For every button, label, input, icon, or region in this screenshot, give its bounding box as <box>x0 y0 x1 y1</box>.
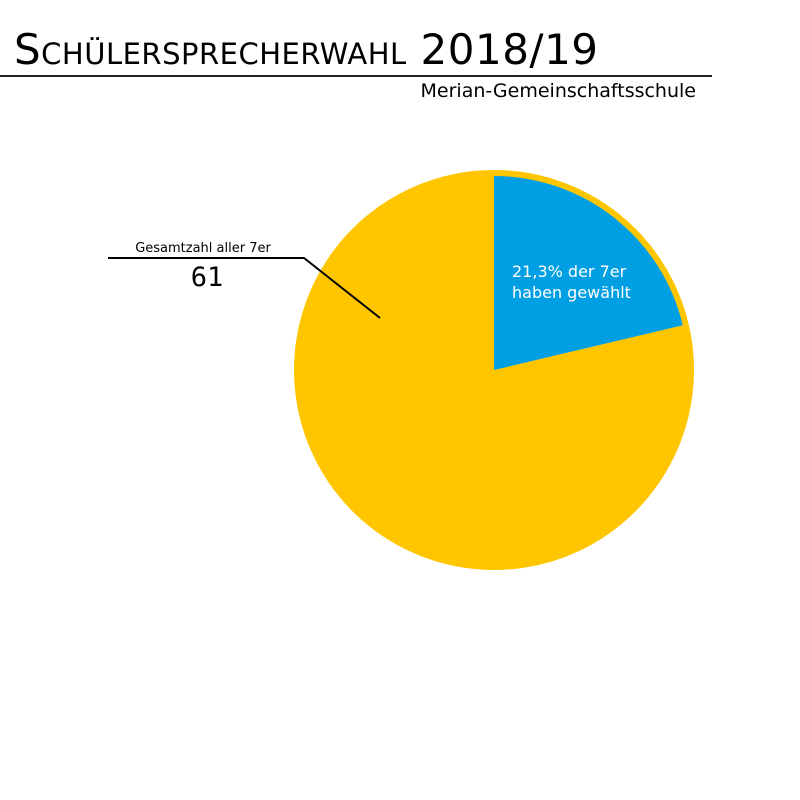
pie-slice-rest <box>293 170 694 570</box>
slice-labels: 21,3% der 7er haben gewählt <box>512 262 631 302</box>
callout-leader-line <box>108 257 381 319</box>
title-underline <box>0 75 712 77</box>
pie-slices <box>293 170 694 570</box>
pie-slice-voted <box>494 176 683 370</box>
page-title: Schülersprecherwahl 2018/19 <box>14 25 599 74</box>
callout-value: 61 <box>191 262 224 293</box>
page-subtitle: Merian-Gemeinschaftsschule <box>420 80 696 102</box>
slice-label-voted-line1: 21,3% der 7er <box>512 262 627 281</box>
callout-label: Gesamtzahl aller 7er <box>135 241 271 256</box>
total-callout: Gesamtzahl aller 7er 61 <box>108 241 381 319</box>
slice-label-voted-line2: haben gewählt <box>512 283 631 302</box>
